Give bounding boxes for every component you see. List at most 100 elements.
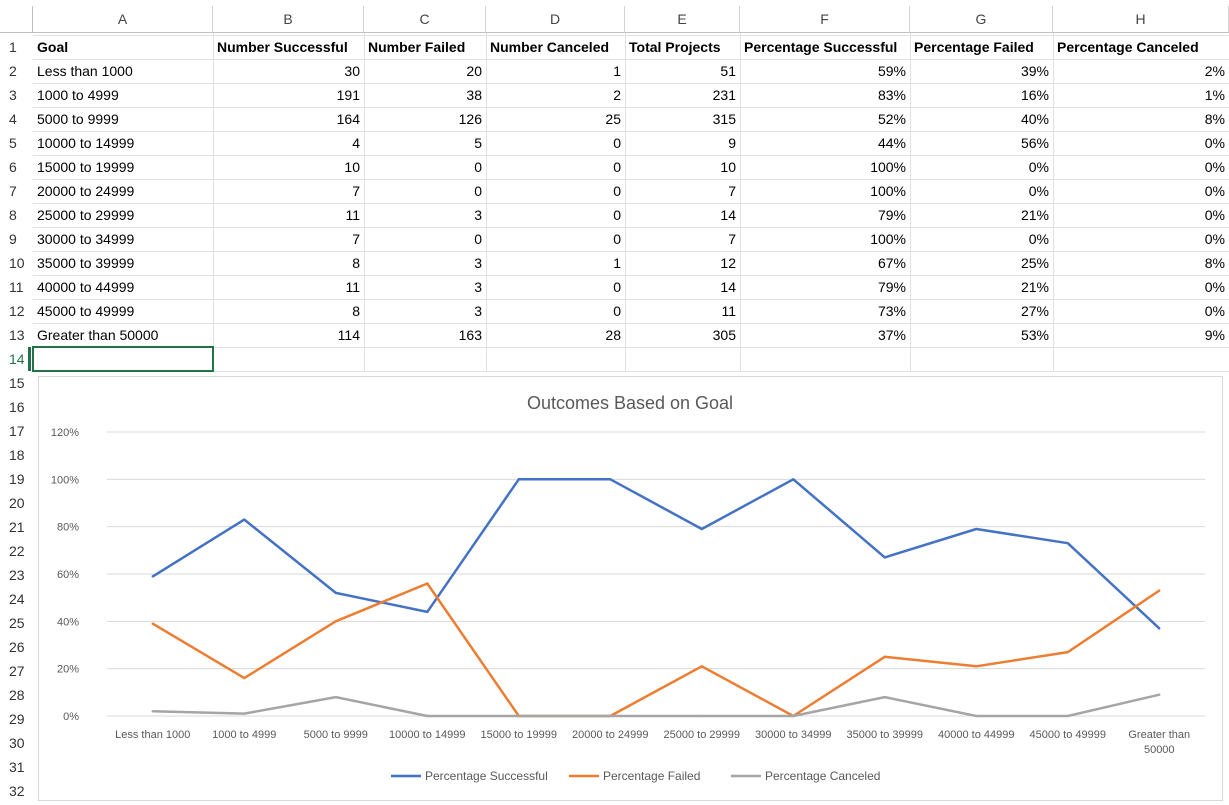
- cell-d6[interactable]: 0: [613, 159, 621, 175]
- cell-c2[interactable]: 20: [466, 63, 482, 79]
- cell-a5[interactable]: 10000 to 14999: [37, 135, 135, 151]
- cell-e12[interactable]: 11: [721, 303, 736, 319]
- column-header-b[interactable]: B: [213, 6, 364, 33]
- cell-h13[interactable]: 9%: [1204, 327, 1225, 343]
- cell-b5[interactable]: 4: [352, 135, 360, 151]
- column-header-e[interactable]: E: [625, 6, 740, 33]
- cell-h8[interactable]: 0%: [1204, 207, 1225, 223]
- cell-f6[interactable]: 100%: [870, 159, 906, 175]
- header-cell-g[interactable]: Percentage Failed: [914, 39, 1034, 55]
- header-cell-a[interactable]: Goal: [37, 39, 69, 55]
- row-header-8[interactable]: 8: [9, 207, 17, 223]
- cell-g2[interactable]: 39%: [1020, 63, 1049, 79]
- cell-h6[interactable]: 0%: [1204, 159, 1225, 175]
- row-header-6[interactable]: 6: [9, 159, 17, 175]
- cell-h4[interactable]: 8%: [1204, 111, 1225, 127]
- column-header-c[interactable]: C: [364, 6, 486, 33]
- column-header-g[interactable]: G: [910, 6, 1053, 33]
- cell-g4[interactable]: 40%: [1020, 111, 1049, 127]
- header-cell-f[interactable]: Percentage Successful: [744, 39, 898, 55]
- row-header-13[interactable]: 13: [9, 327, 25, 343]
- cell-b2[interactable]: 30: [344, 63, 360, 79]
- header-cell-b[interactable]: Number Successful: [217, 39, 348, 55]
- cell-h9[interactable]: 0%: [1204, 231, 1225, 247]
- cell-f12[interactable]: 73%: [877, 303, 906, 319]
- column-header-d[interactable]: D: [486, 6, 625, 33]
- row-header-2[interactable]: 2: [9, 63, 17, 79]
- cell-g3[interactable]: 16%: [1020, 87, 1049, 103]
- cell-a13[interactable]: Greater than 50000: [37, 327, 159, 343]
- row-header-31[interactable]: 31: [9, 759, 25, 775]
- column-header-a[interactable]: A: [33, 6, 213, 33]
- cell-e6[interactable]: 10: [720, 159, 736, 175]
- cell-f9[interactable]: 100%: [870, 231, 906, 247]
- row-header-12[interactable]: 12: [9, 303, 25, 319]
- column-header-h[interactable]: H: [1053, 6, 1229, 33]
- cell-b11[interactable]: 11: [345, 279, 360, 295]
- cell-b9[interactable]: 7: [352, 231, 360, 247]
- cell-e5[interactable]: 9: [728, 135, 736, 151]
- select-all-corner[interactable]: [0, 6, 33, 33]
- header-cell-e[interactable]: Total Projects: [629, 39, 721, 55]
- cell-a8[interactable]: 25000 to 29999: [37, 207, 135, 223]
- cell-d7[interactable]: 0: [613, 183, 621, 199]
- row-header-24[interactable]: 24: [9, 591, 25, 607]
- header-cell-h[interactable]: Percentage Canceled: [1057, 39, 1199, 55]
- row-header-5[interactable]: 5: [9, 135, 17, 151]
- cell-e2[interactable]: 51: [720, 63, 736, 79]
- cell-a3[interactable]: 1000 to 4999: [37, 87, 119, 103]
- cell-e11[interactable]: 14: [720, 279, 736, 295]
- cell-f8[interactable]: 79%: [877, 207, 906, 223]
- cell-d3[interactable]: 2: [613, 87, 621, 103]
- row-header-20[interactable]: 20: [9, 495, 25, 511]
- cell-h2[interactable]: 2%: [1204, 63, 1225, 79]
- cell-a10[interactable]: 35000 to 39999: [37, 255, 135, 271]
- cell-d10[interactable]: 1: [613, 255, 621, 271]
- cell-c13[interactable]: 163: [458, 327, 482, 343]
- cell-f3[interactable]: 83%: [877, 87, 906, 103]
- cell-f7[interactable]: 100%: [870, 183, 906, 199]
- cell-h5[interactable]: 0%: [1204, 135, 1225, 151]
- cell-c6[interactable]: 0: [474, 159, 482, 175]
- row-header-14[interactable]: 14: [9, 351, 25, 367]
- cell-c9[interactable]: 0: [474, 231, 482, 247]
- cell-f5[interactable]: 44%: [877, 135, 906, 151]
- cell-c8[interactable]: 3: [474, 207, 482, 223]
- cell-d8[interactable]: 0: [613, 207, 621, 223]
- cell-a9[interactable]: 30000 to 34999: [37, 231, 135, 247]
- cell-c11[interactable]: 3: [474, 279, 482, 295]
- cell-b4[interactable]: 164: [336, 111, 360, 127]
- cell-a2[interactable]: Less than 1000: [37, 63, 133, 79]
- cell-g13[interactable]: 53%: [1020, 327, 1049, 343]
- row-header-18[interactable]: 18: [9, 447, 25, 463]
- column-header-f[interactable]: F: [740, 6, 910, 33]
- cell-d5[interactable]: 0: [613, 135, 621, 151]
- row-header-15[interactable]: 15: [9, 375, 25, 391]
- row-header-4[interactable]: 4: [9, 111, 17, 127]
- cell-f11[interactable]: 79%: [877, 279, 906, 295]
- cell-c10[interactable]: 3: [474, 255, 482, 271]
- cell-b8[interactable]: 11: [345, 207, 360, 223]
- cell-e10[interactable]: 12: [720, 255, 736, 271]
- cell-g7[interactable]: 0%: [1028, 183, 1049, 199]
- cell-d13[interactable]: 28: [605, 327, 621, 343]
- cell-b6[interactable]: 10: [344, 159, 360, 175]
- row-header-16[interactable]: 16: [9, 399, 25, 415]
- row-header-17[interactable]: 17: [9, 423, 25, 439]
- cell-g9[interactable]: 0%: [1028, 231, 1049, 247]
- header-cell-d[interactable]: Number Canceled: [490, 39, 610, 55]
- cell-g5[interactable]: 56%: [1020, 135, 1049, 151]
- cell-g12[interactable]: 27%: [1020, 303, 1049, 319]
- cell-d2[interactable]: 1: [613, 63, 621, 79]
- cell-g8[interactable]: 21%: [1020, 207, 1049, 223]
- cell-b3[interactable]: 191: [336, 87, 360, 103]
- cell-h3[interactable]: 1%: [1204, 87, 1225, 103]
- header-cell-c[interactable]: Number Failed: [368, 39, 466, 55]
- cell-b7[interactable]: 7: [352, 183, 360, 199]
- active-cell[interactable]: [32, 346, 214, 372]
- cell-a6[interactable]: 15000 to 19999: [37, 159, 135, 175]
- cell-a12[interactable]: 45000 to 49999: [37, 303, 135, 319]
- row-header-29[interactable]: 29: [9, 711, 25, 727]
- row-header-3[interactable]: 3: [9, 87, 17, 103]
